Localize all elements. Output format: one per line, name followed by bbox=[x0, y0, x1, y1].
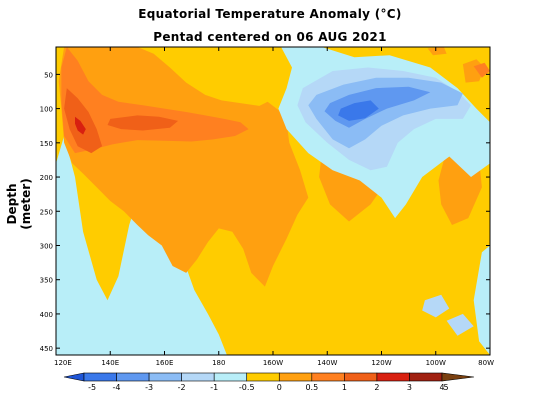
colorbar-arrow-high bbox=[441, 372, 475, 382]
y-tick-label: 250 bbox=[40, 208, 53, 216]
colorbar-box bbox=[409, 372, 443, 382]
x-tick-label: 80W bbox=[478, 359, 494, 367]
x-tick-label: 120W bbox=[371, 359, 391, 367]
colorbar: -5 -4 -3 -2 -1 -0.5 0 0.5 1 2 3 45 bbox=[63, 372, 475, 392]
colorbar-box bbox=[83, 372, 117, 382]
y-tick-label: 200 bbox=[40, 174, 53, 182]
y-tick-label: 50 bbox=[44, 71, 53, 79]
x-axis: 120E 140E 160E 180 160W 140W 120W 100W 80W bbox=[54, 47, 494, 367]
colorbar-label: 5 bbox=[443, 383, 448, 392]
contour-region-6 bbox=[75, 116, 86, 135]
colorbar-label: -4 bbox=[113, 383, 121, 392]
chart-subtitle: Pentad centered on 06 AUG 2021 bbox=[153, 30, 387, 44]
x-tick-label: 100W bbox=[426, 359, 446, 367]
contour-region-16 bbox=[338, 100, 379, 121]
contour-region-1 bbox=[56, 136, 227, 355]
chart-title: Equatorial Temperature Anomaly (°C) bbox=[138, 7, 402, 21]
colorbar-label: 3 bbox=[407, 383, 412, 392]
y-tick-label: 450 bbox=[40, 345, 53, 353]
colorbar-arrow-low bbox=[63, 372, 85, 382]
colorbar-box bbox=[213, 372, 248, 382]
colorbar-label: -5 bbox=[88, 383, 96, 392]
colorbar-box bbox=[344, 372, 378, 382]
contour-region-5 bbox=[107, 115, 179, 131]
colorbar-box bbox=[181, 372, 215, 382]
colorbar-box bbox=[246, 372, 280, 382]
colorbar-label: 2 bbox=[374, 383, 379, 392]
colorbar-label: -2 bbox=[178, 383, 186, 392]
colorbar-box bbox=[376, 372, 410, 382]
y-axis: 50 100 150 200 250 300 350 400 450 bbox=[40, 71, 490, 353]
colorbar-label: 0.5 bbox=[305, 383, 318, 392]
contour-region-17 bbox=[422, 294, 450, 318]
colorbar-box bbox=[116, 372, 150, 382]
contour-region-19 bbox=[473, 245, 490, 355]
colorbar-label: 0 bbox=[277, 383, 282, 392]
contour-regions bbox=[56, 47, 490, 355]
colorbar-label: -0.5 bbox=[239, 383, 255, 392]
colorbar-label: -1 bbox=[210, 383, 218, 392]
y-tick-label: 400 bbox=[40, 311, 53, 319]
contour-region-3 bbox=[61, 47, 249, 154]
y-tick-label: 100 bbox=[40, 106, 53, 114]
contour-region-18 bbox=[446, 313, 474, 336]
contour-region-10 bbox=[473, 62, 490, 78]
x-tick-label: 180 bbox=[212, 359, 225, 367]
x-tick-label: 160W bbox=[263, 359, 283, 367]
x-tick-label: 140W bbox=[317, 359, 337, 367]
x-tick-label: 160E bbox=[156, 359, 174, 367]
colorbar-label: -3 bbox=[145, 383, 153, 392]
y-tick-label: 150 bbox=[40, 140, 53, 148]
x-tick-label: 140E bbox=[101, 359, 119, 367]
colorbar-box bbox=[278, 372, 313, 382]
colorbar-label: 4 bbox=[439, 383, 444, 392]
y-tick-label: 300 bbox=[40, 242, 53, 250]
y-tick-label: 350 bbox=[40, 277, 53, 285]
x-tick-label: 120E bbox=[54, 359, 72, 367]
contour-region-11 bbox=[427, 47, 447, 56]
contour-region-4 bbox=[64, 88, 103, 154]
colorbar-label: 1 bbox=[342, 383, 347, 392]
colorbar-box bbox=[148, 372, 182, 382]
contour-region-14 bbox=[308, 77, 463, 149]
colorbar-box bbox=[311, 372, 345, 382]
